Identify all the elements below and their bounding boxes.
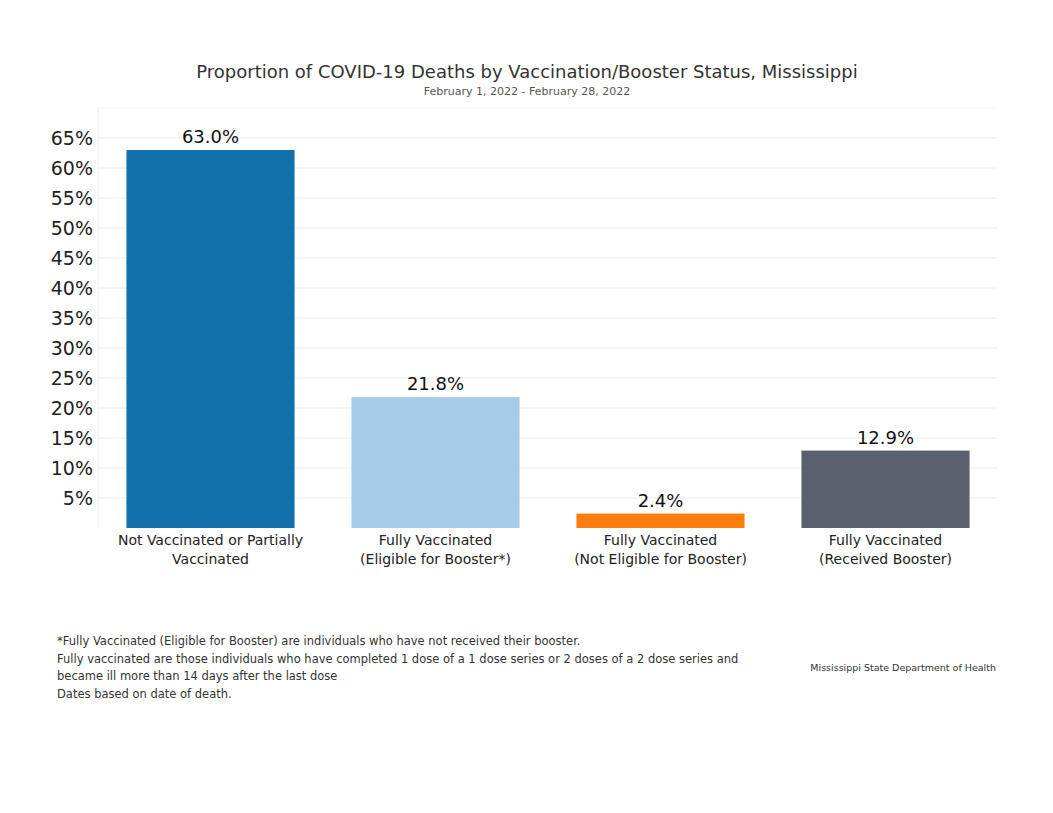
data-label: 63.0% bbox=[182, 126, 239, 147]
chart-svg: Proportion of COVID-19 Deaths by Vaccina… bbox=[0, 0, 1053, 813]
y-tick-label: 45% bbox=[51, 247, 93, 269]
y-tick-label: 40% bbox=[51, 277, 93, 299]
source: Mississippi State Department of Health bbox=[810, 662, 996, 673]
text-line: Dates based on date of death. bbox=[57, 687, 232, 701]
y-tick-label: 20% bbox=[51, 397, 93, 419]
data-label: 21.8% bbox=[407, 373, 464, 394]
y-tick-label: 60% bbox=[51, 157, 93, 179]
footnote: *Fully Vaccinated (Eligible for Booster)… bbox=[57, 634, 581, 648]
title: Proportion of COVID-19 Deaths by Vaccina… bbox=[196, 61, 857, 82]
text-line: Vaccinated bbox=[172, 551, 249, 567]
text-line: became ill more than 14 days after the l… bbox=[57, 669, 337, 683]
y-tick-label: 5% bbox=[63, 487, 93, 509]
text-line: Fully Vaccinated bbox=[829, 532, 942, 548]
bar bbox=[351, 397, 519, 528]
y-tick-label: 10% bbox=[51, 457, 93, 479]
y-tick-label: 35% bbox=[51, 307, 93, 329]
bar bbox=[801, 451, 969, 528]
text-line: (Eligible for Booster*) bbox=[360, 551, 511, 567]
text-line: *Fully Vaccinated (Eligible for Booster)… bbox=[57, 634, 581, 648]
text-line: Fully Vaccinated bbox=[604, 532, 717, 548]
footnote: Fully vaccinated are those individuals w… bbox=[57, 652, 738, 684]
y-tick-label: 25% bbox=[51, 367, 93, 389]
y-tick-label: 50% bbox=[51, 217, 93, 239]
y-tick-label: 55% bbox=[51, 187, 93, 209]
text-line: (Received Booster) bbox=[819, 551, 952, 567]
bar bbox=[126, 150, 294, 528]
text-line: (Not Eligible for Booster) bbox=[574, 551, 747, 567]
text-line: Fully Vaccinated bbox=[379, 532, 492, 548]
data-label: 12.9% bbox=[857, 427, 914, 448]
y-tick-label: 65% bbox=[51, 127, 93, 149]
bar bbox=[576, 514, 744, 528]
data-label: 2.4% bbox=[638, 490, 684, 511]
subtitle: February 1, 2022 - February 28, 2022 bbox=[424, 85, 630, 98]
x-tick-label: Fully Vaccinated (Eligible for Booster*) bbox=[360, 532, 511, 567]
x-tick-label: Fully Vaccinated (Not Eligible for Booste… bbox=[574, 532, 747, 567]
x-tick-label: Not Vaccinated or Partially Vaccinated bbox=[118, 532, 303, 567]
x-tick-label: Fully Vaccinated (Received Booster) bbox=[819, 532, 952, 567]
text-line: Not Vaccinated or Partially bbox=[118, 532, 303, 548]
y-tick-label: 15% bbox=[51, 427, 93, 449]
chart-container: Proportion of COVID-19 Deaths by Vaccina… bbox=[0, 0, 1053, 813]
text-line: Fully vaccinated are those individuals w… bbox=[57, 652, 738, 666]
y-tick-label: 30% bbox=[51, 337, 93, 359]
footnote: Dates based on date of death. bbox=[57, 687, 232, 701]
bars bbox=[126, 150, 969, 528]
plot-top-line bbox=[98, 108, 998, 109]
